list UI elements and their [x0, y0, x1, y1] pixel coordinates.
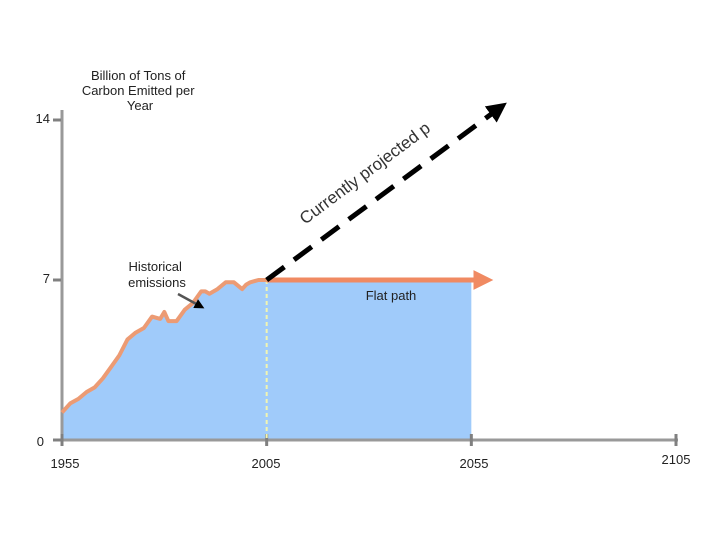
y-axis-label-line-3: Year [127, 98, 154, 113]
projected-path-label: Currently projected path [0, 0, 434, 228]
y-axis-label-line-2: Carbon Emitted per [82, 83, 195, 98]
y-axis-label: Billion of Tons of Carbon Emitted per Ye… [82, 68, 198, 113]
projected-path-label-text: Currently projected path [0, 0, 434, 228]
x-tick-label-2105: 2105 [662, 452, 691, 467]
y-axis-label-line-1: Billion of Tons of [91, 68, 186, 83]
y-tick-label-7: 7 [43, 271, 50, 286]
x-tick-label-2005: 2005 [252, 456, 281, 471]
flat-path-label: Flat path [366, 288, 417, 303]
historical-emissions-label-line-1: Historical [128, 259, 182, 274]
x-tick-label-1955: 1955 [51, 456, 80, 471]
historical-emissions-label-line-2: emissions [128, 275, 186, 290]
y-tick-label-0: 0 [37, 434, 44, 449]
y-tick-label-14: 14 [36, 111, 50, 126]
historical-pointer-arrow [177, 292, 205, 309]
historical-emissions-label: Historical emissions [128, 259, 186, 290]
x-tick-label-2055: 2055 [460, 456, 489, 471]
projected-path-line [265, 102, 507, 283]
historical-emissions-line [60, 278, 267, 414]
